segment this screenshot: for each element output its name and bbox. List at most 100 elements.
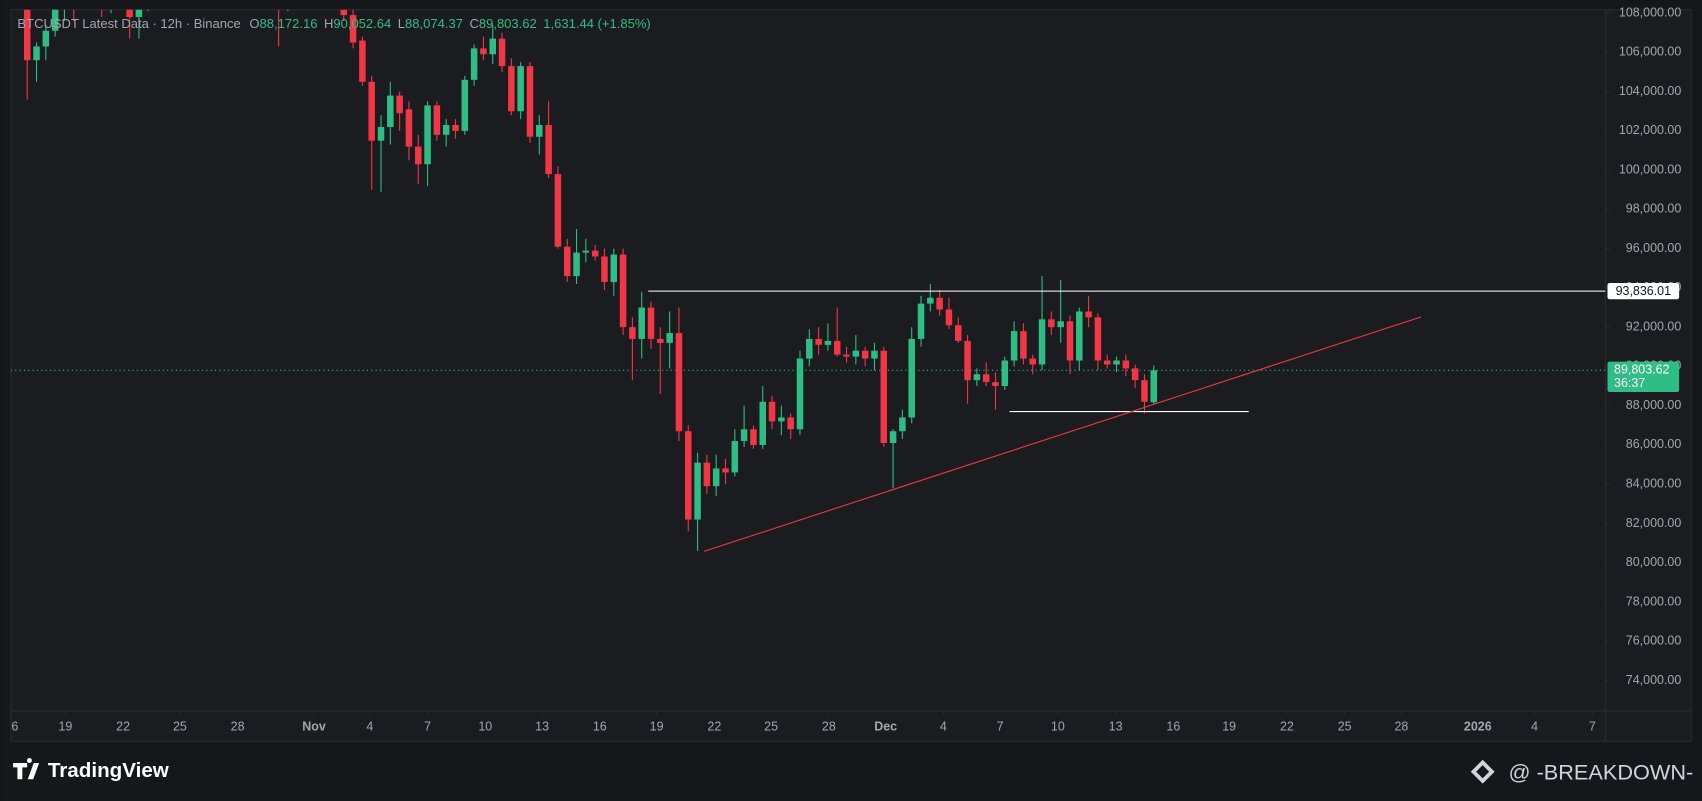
x-tick-label: 25 (173, 719, 187, 733)
candle-body (591, 250, 599, 257)
candle-body (936, 297, 943, 310)
candle-body (731, 441, 739, 473)
ohlc-key: H (324, 16, 333, 31)
y-tick-label: 82,000.00 (1626, 516, 1682, 530)
x-tick-label: 4 (1531, 719, 1538, 733)
candle-body (843, 354, 850, 357)
brand-logo (13, 758, 40, 780)
last-price: 89,803.62 (1614, 363, 1670, 377)
candle-body (657, 338, 664, 343)
candle-body (461, 79, 469, 131)
axes: 74,000.00 76,000.00 78,000.00 80,000.00 82,0… (4, 5, 1682, 733)
candle-body (992, 382, 999, 387)
candle-body (759, 401, 766, 445)
y-tick-label: 84,000.00 (1626, 476, 1682, 490)
x-tick-label: 28 (231, 719, 245, 733)
x-tick-label: 16 (593, 719, 607, 733)
candle-body (647, 307, 655, 339)
candle-body (396, 95, 403, 114)
candle-body (1048, 319, 1055, 328)
candle-body (861, 350, 869, 359)
candle-body (675, 333, 683, 432)
y-tick-label: 80,000.00 (1626, 555, 1682, 569)
x-tick-label: 7 (997, 719, 1004, 733)
candle-body (405, 109, 413, 147)
candle-body (573, 252, 580, 277)
candle-body (610, 254, 618, 283)
x-tick-label: 19 (1222, 719, 1236, 733)
candle-body (554, 174, 562, 247)
candle-body (517, 66, 524, 112)
candle-body (917, 303, 925, 339)
candle-body (740, 429, 748, 442)
candle-body (508, 66, 515, 112)
candle-body (340, 9, 348, 16)
candle-body (955, 325, 962, 341)
x-tick-label: 28 (822, 719, 836, 733)
candle-body (377, 126, 385, 141)
candle-body (1122, 360, 1130, 369)
candle-body (694, 462, 701, 520)
candle-body (629, 327, 636, 339)
candle-body (536, 124, 543, 137)
candle-body (796, 358, 804, 430)
symbol: BTCUSDT Latest Data · 12h · Binance (17, 16, 240, 31)
candle-body (750, 429, 757, 445)
candle-body (1029, 358, 1036, 365)
x-tick-label: Dec (874, 719, 897, 733)
candle-body (563, 246, 571, 277)
candle-body (42, 30, 50, 47)
y-tick-label: 98,000.00 (1626, 202, 1682, 216)
candle-body (880, 350, 888, 443)
candle-body (1141, 380, 1148, 402)
candle-body (33, 46, 40, 61)
plot-area (10, 9, 1606, 552)
ohlc-value: 88,074.37 (405, 16, 463, 31)
author: @ -BREAKDOWN- (1509, 760, 1694, 785)
candle-body (470, 48, 478, 80)
candle-body (973, 374, 981, 381)
ohlc-key: O (249, 16, 259, 31)
x-tick-label: 10 (478, 719, 492, 733)
x-tick-label: 7 (1589, 719, 1596, 733)
candle-body (126, 9, 133, 18)
candle-body (1066, 321, 1074, 361)
x-tick-label: 13 (1109, 719, 1123, 733)
candle-body (1020, 331, 1027, 359)
ohlc-value: 89,803.62 (479, 16, 537, 31)
candle-body (638, 307, 645, 339)
last-price-box (1607, 361, 1680, 392)
ohlc-key: L (398, 16, 405, 31)
candle-body (545, 124, 552, 175)
candle-body (1103, 360, 1111, 365)
ohlc-key: C (469, 16, 478, 31)
countdown: 36:37 (1614, 376, 1645, 390)
x-tick-label: 7 (424, 719, 431, 733)
x-tick-label: Nov (302, 719, 326, 733)
candle-body (582, 250, 590, 253)
candle-body (349, 15, 357, 43)
x-tick-label: 16 (4, 719, 18, 733)
resistance-price: 93,836.01 (1616, 284, 1672, 298)
candle-body (601, 256, 608, 283)
ohlc-value: 90,052.64 (333, 16, 391, 31)
candle-body (1113, 360, 1120, 365)
candle-body (666, 333, 673, 343)
x-tick-label: 22 (707, 719, 721, 733)
x-tick-label: 13 (535, 719, 549, 733)
candle-body (815, 338, 822, 345)
y-tick-label: 96,000.00 (1626, 241, 1682, 255)
x-tick-label: 19 (58, 719, 72, 733)
y-tick-label: 86,000.00 (1626, 437, 1682, 451)
resistance-price-box (1607, 282, 1680, 300)
candle-body (852, 350, 860, 357)
change: 1,631.44 (+1.85%) (543, 16, 650, 31)
y-tick-label: 78,000.00 (1626, 594, 1682, 608)
candle-body (387, 95, 394, 127)
candle-body (498, 38, 506, 67)
candle-body (1001, 360, 1009, 387)
candle-body (871, 350, 878, 359)
candle-body (899, 417, 906, 432)
x-axis: 16 19 22 25 28 Nov 4 7 10 13 16 19 22 25 28 Dec 4 7 10 13 16… (4, 710, 1596, 733)
